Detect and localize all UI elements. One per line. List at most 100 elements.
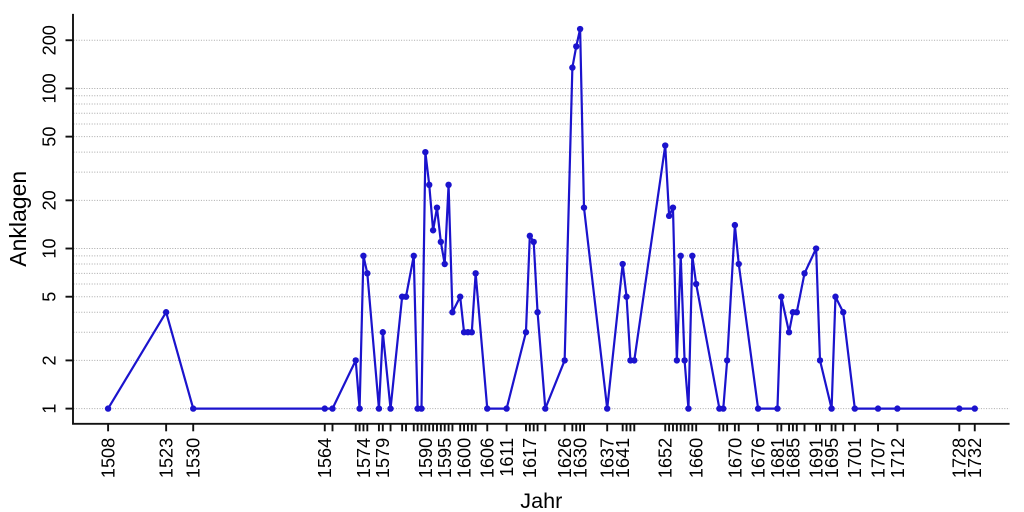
- data-point-marker: [623, 293, 630, 300]
- data-point-marker: [441, 260, 448, 268]
- data-point-marker: [352, 357, 359, 364]
- data-line: [106, 27, 976, 410]
- data-point-marker: [874, 405, 882, 412]
- data-point-marker: [437, 238, 445, 246]
- data-point-marker: [840, 309, 847, 316]
- x-tick-label: 1617: [520, 438, 540, 478]
- data-point-marker: [534, 309, 541, 316]
- y-tick-label: 5: [40, 292, 60, 302]
- data-point-marker: [433, 204, 441, 211]
- x-tick-label: 1590: [416, 438, 436, 478]
- data-point-marker: [375, 405, 383, 412]
- x-tick-label: 1732: [965, 438, 985, 478]
- x-tick-label: 1595: [435, 438, 455, 478]
- data-point-marker: [104, 405, 112, 412]
- data-point-marker: [801, 270, 808, 277]
- data-point-marker: [720, 405, 727, 412]
- data-point-marker: [580, 204, 588, 211]
- x-tick-label: 1701: [845, 438, 865, 478]
- x-tick-label: 1691: [807, 438, 827, 478]
- x-tick-label: 1685: [783, 438, 803, 478]
- data-point-marker: [503, 405, 510, 412]
- x-tick-label: 1660: [687, 438, 707, 478]
- y-tick-label: 100: [40, 73, 60, 103]
- y-tick-label: 200: [40, 25, 60, 55]
- data-point-marker: [356, 405, 363, 412]
- y-axis-title: Anklagen: [5, 171, 31, 267]
- data-point-marker: [735, 260, 742, 268]
- data-series-layer: [104, 25, 978, 412]
- gridlines-layer: [73, 39, 1010, 410]
- x-tick-label: 1523: [157, 438, 177, 478]
- data-point-marker: [561, 357, 568, 364]
- data-point-marker: [828, 405, 835, 412]
- data-point-marker: [816, 357, 824, 364]
- data-point-marker: [387, 405, 394, 412]
- data-point-marker: [162, 309, 170, 316]
- data-point-marker: [681, 357, 688, 364]
- data-point-marker: [573, 43, 580, 50]
- x-tick-label: 1630: [571, 438, 591, 478]
- y-tick-label: 1: [40, 404, 60, 414]
- y-tick-label: 20: [40, 190, 60, 210]
- x-tick-label: 1600: [454, 438, 474, 478]
- x-tick-label: 1611: [497, 438, 517, 477]
- data-point-marker: [468, 329, 475, 336]
- data-point-marker: [689, 252, 696, 260]
- x-axis-title: Jahr: [520, 488, 562, 512]
- data-point-marker: [530, 238, 537, 246]
- data-point-marker: [484, 405, 491, 412]
- data-point-marker: [669, 204, 677, 211]
- data-point-marker: [429, 227, 437, 234]
- data-point-marker: [445, 181, 452, 189]
- data-point-marker: [360, 252, 367, 260]
- data-point-marker: [190, 405, 197, 412]
- data-point-marker: [542, 405, 549, 412]
- data-point-marker: [723, 357, 731, 364]
- x-tick-label: 1641: [613, 438, 633, 478]
- data-point-marker: [956, 405, 963, 412]
- data-point-marker: [364, 270, 371, 277]
- data-point-marker: [832, 293, 839, 300]
- data-point-marker: [731, 221, 739, 229]
- data-point-marker: [410, 252, 417, 260]
- x-tick-label: 1579: [373, 438, 393, 478]
- x-tick-label: 1652: [656, 438, 676, 478]
- data-point-marker: [402, 293, 410, 300]
- data-point-marker: [793, 309, 800, 316]
- data-point-marker: [522, 329, 530, 336]
- x-tick-label: 1707: [868, 438, 888, 478]
- data-point-marker: [576, 25, 584, 33]
- data-point-marker: [812, 245, 820, 252]
- y-tick-label: 10: [40, 238, 60, 258]
- axes-layer: [65, 13, 1010, 432]
- data-point-marker: [778, 293, 785, 300]
- x-tick-label: 1676: [748, 438, 768, 478]
- x-tick-label: 1606: [478, 438, 498, 478]
- data-point-marker: [526, 232, 534, 240]
- x-tick-label: 1530: [184, 438, 204, 478]
- x-tick-label: 1574: [354, 438, 374, 478]
- data-point-marker: [472, 270, 479, 277]
- x-tick-label: 1508: [99, 438, 119, 478]
- data-point-marker: [569, 64, 576, 71]
- data-point-marker: [329, 405, 336, 412]
- data-point-marker: [685, 405, 692, 412]
- data-point-marker: [422, 148, 429, 156]
- data-point-marker: [379, 329, 386, 336]
- data-point-marker: [692, 280, 700, 288]
- x-tick-label: 1564: [315, 438, 335, 478]
- data-point-marker: [456, 293, 464, 300]
- data-point-marker: [426, 181, 433, 189]
- data-point-marker: [604, 405, 611, 412]
- x-tick-label: 1670: [725, 438, 745, 478]
- data-point-marker: [321, 405, 328, 412]
- x-tick-label: 1712: [888, 438, 908, 478]
- x-tick-label: 1728: [950, 438, 970, 478]
- tick-labels-layer: 1508 1523 1530 1564 1574 1579 1590 1595 1600 1606…: [40, 25, 986, 478]
- y-tick-label: 2: [40, 355, 60, 365]
- data-point-marker: [449, 309, 456, 316]
- data-point-marker: [662, 142, 669, 149]
